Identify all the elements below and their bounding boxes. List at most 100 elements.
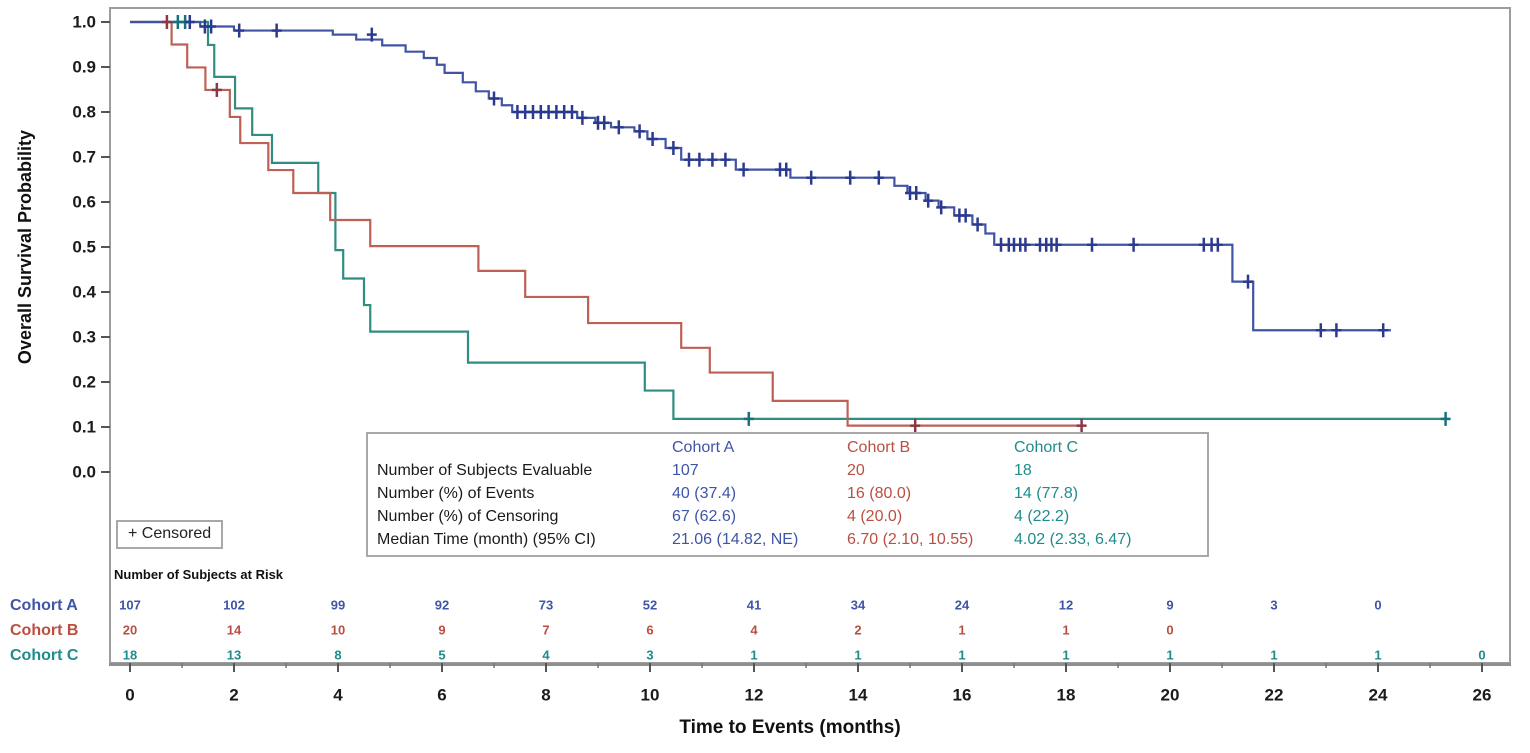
x-tick-label: 8	[541, 685, 550, 704]
y-tick-label: 1.0	[72, 12, 96, 31]
at-risk-count: 3	[1270, 597, 1277, 612]
at-risk-count: 20	[123, 622, 137, 637]
y-axis-title: Overall Survival Probability	[15, 129, 35, 365]
x-tick-label: 4	[333, 685, 343, 704]
stats-cell: 20	[847, 462, 865, 479]
km-curve-cohort-c	[130, 20, 1449, 420]
stats-cell: 107	[672, 462, 699, 479]
at-risk-count: 9	[438, 622, 445, 637]
at-risk-count: 18	[123, 647, 137, 662]
x-tick-label: 16	[953, 685, 972, 704]
stats-col-header: Cohort B	[847, 439, 911, 456]
at-risk-count: 13	[227, 647, 241, 662]
y-tick-label: 0.8	[72, 102, 96, 121]
at-risk-count: 34	[851, 597, 866, 612]
at-risk-count: 1	[854, 647, 861, 662]
at-risk-count: 102	[223, 597, 245, 612]
at-risk-count: 4	[542, 647, 550, 662]
at-risk-count: 1	[1166, 647, 1173, 662]
stats-cell: 40 (37.4)	[672, 485, 737, 502]
km-curve-cohort-b	[130, 20, 1085, 427]
at-risk-count: 1	[1062, 622, 1069, 637]
at-risk-count: 10	[331, 622, 345, 637]
x-tick-label: 10	[641, 685, 660, 704]
at-risk-count: 1	[958, 647, 965, 662]
at-risk-count: 0	[1478, 647, 1485, 662]
y-tick-label: 0.2	[72, 372, 96, 391]
stats-col-header: Cohort C	[1014, 439, 1079, 456]
y-tick-label: 0.7	[72, 147, 96, 166]
stats-cell: 16 (80.0)	[847, 485, 912, 502]
stats-cell: 18	[1014, 462, 1032, 479]
at-risk-count: 9	[1166, 597, 1173, 612]
at-risk-count: 1	[958, 622, 965, 637]
at-risk-count: 3	[646, 647, 653, 662]
at-risk-count: 0	[1166, 622, 1173, 637]
censor-marks-cohort-b	[161, 15, 1087, 433]
x-tick-label: 20	[1161, 685, 1180, 704]
at-risk-row-label: Cohort B	[10, 622, 78, 639]
stats-table: Cohort A Cohort B Cohort C Number of Subjec…	[366, 432, 1209, 557]
stats-row-label: Number (%) of Censoring	[377, 508, 559, 525]
y-tick-label: 0.4	[72, 282, 96, 301]
y-tick-label: 0.1	[72, 417, 96, 436]
x-tick-label: 6	[437, 685, 446, 704]
stats-cell: 67 (62.6)	[672, 508, 737, 525]
stats-cell: 14 (77.8)	[1014, 485, 1079, 502]
at-risk-count: 0	[1374, 597, 1381, 612]
at-risk-count: 14	[227, 622, 242, 637]
at-risk-count: 1	[1062, 647, 1069, 662]
x-tick-label: 14	[849, 685, 868, 704]
y-tick-label: 0.9	[72, 57, 96, 76]
at-risk-count: 1	[750, 647, 757, 662]
at-risk-count: 1	[1374, 647, 1381, 662]
x-tick-label: 12	[745, 685, 764, 704]
stats-corner	[377, 436, 672, 459]
plot-frame	[109, 7, 1511, 664]
at-risk-row-label: Cohort C	[10, 647, 79, 664]
at-risk-count: 6	[646, 622, 653, 637]
at-risk-count: 92	[435, 597, 449, 612]
at-risk-title: Number of Subjects at Risk	[114, 567, 284, 582]
x-axis-title: Time to Events (months)	[679, 717, 901, 738]
at-risk-count: 52	[643, 597, 657, 612]
at-risk-count: 1	[1270, 647, 1277, 662]
at-risk-count: 8	[334, 647, 341, 662]
censor-marks-cohort-c	[172, 15, 1451, 426]
stats-row-label: Median Time (month) (95% CI)	[377, 531, 596, 548]
at-risk-row-label: Cohort A	[10, 597, 78, 614]
at-risk-count: 2	[854, 622, 861, 637]
x-tick-label: 0	[125, 685, 134, 704]
x-tick-label: 24	[1369, 685, 1388, 704]
stats-cell: 21.06 (14.82, NE)	[672, 531, 799, 548]
y-tick-label: 0.3	[72, 327, 96, 346]
at-risk-count: 99	[331, 597, 345, 612]
stats-col-header: Cohort A	[672, 439, 735, 456]
at-risk-count: 107	[119, 597, 141, 612]
at-risk-count: 24	[955, 597, 970, 612]
x-tick-label: 22	[1265, 685, 1284, 704]
at-risk-count: 5	[438, 647, 445, 662]
at-risk-count: 4	[750, 622, 758, 637]
at-risk-count: 73	[539, 597, 553, 612]
at-risk-count: 7	[542, 622, 549, 637]
km-curve-cohort-a	[130, 20, 1391, 332]
y-tick-label: 0.5	[72, 237, 96, 256]
y-tick-label: 0.0	[72, 462, 96, 481]
stats-row-label: Number of Subjects Evaluable	[377, 462, 593, 479]
x-tick-label: 18	[1057, 685, 1076, 704]
at-risk-count: 41	[747, 597, 761, 612]
stats-cell: 4 (22.2)	[1014, 508, 1070, 525]
stats-row-label: Number (%) of Events	[377, 485, 535, 502]
stats-cell: 4 (20.0)	[847, 508, 903, 525]
stats-cell: 4.02 (2.33, 6.47)	[1014, 531, 1132, 548]
x-tick-label: 26	[1473, 685, 1492, 704]
y-tick-label: 0.6	[72, 192, 96, 211]
censored-legend: + Censored	[116, 520, 224, 549]
at-risk-count: 12	[1059, 597, 1073, 612]
censored-legend-label: + Censored	[128, 525, 212, 542]
censor-marks-cohort-a	[184, 15, 1389, 338]
stats-cell: 6.70 (2.10, 10.55)	[847, 531, 974, 548]
